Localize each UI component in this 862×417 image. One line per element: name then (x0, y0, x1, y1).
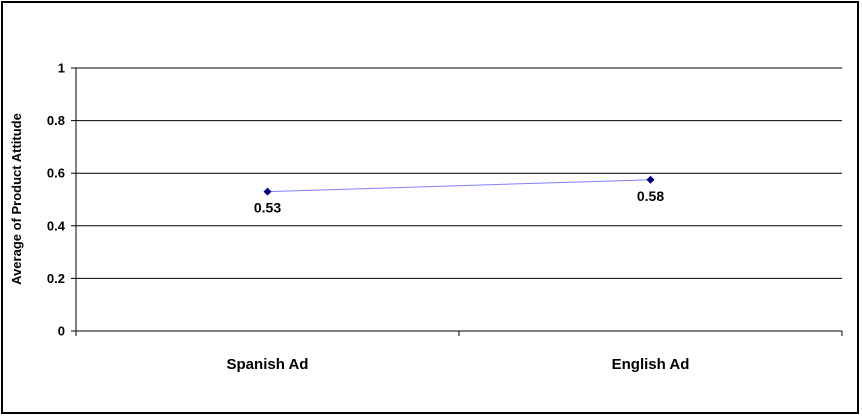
x-tick-label: English Ad (612, 356, 690, 373)
series-group (263, 175, 655, 196)
gridlines (76, 67, 842, 279)
y-axis-label: Average of Product Attitude (9, 113, 24, 285)
x-tick-label: Spanish Ad (227, 356, 309, 373)
data-point-marker (646, 175, 655, 184)
y-tick-label: 0.6 (47, 166, 65, 181)
series-line (267, 179, 651, 193)
x-tick-labels: Spanish Ad English Ad (227, 356, 690, 373)
y-tick-label: 0.4 (47, 218, 66, 233)
y-tick-label: 0 (58, 324, 65, 339)
y-tick-labels: 0 0.2 0.4 0.6 0.8 1 (47, 61, 66, 339)
y-tick-label: 0.2 (47, 271, 65, 286)
y-tick-label: 0.8 (47, 113, 65, 128)
data-label: 0.58 (637, 188, 664, 204)
data-point-marker (263, 187, 272, 196)
data-labels: 0.53 0.58 (254, 188, 664, 216)
data-label: 0.53 (254, 200, 281, 216)
y-tick-label: 1 (58, 61, 65, 76)
axes (71, 67, 843, 336)
